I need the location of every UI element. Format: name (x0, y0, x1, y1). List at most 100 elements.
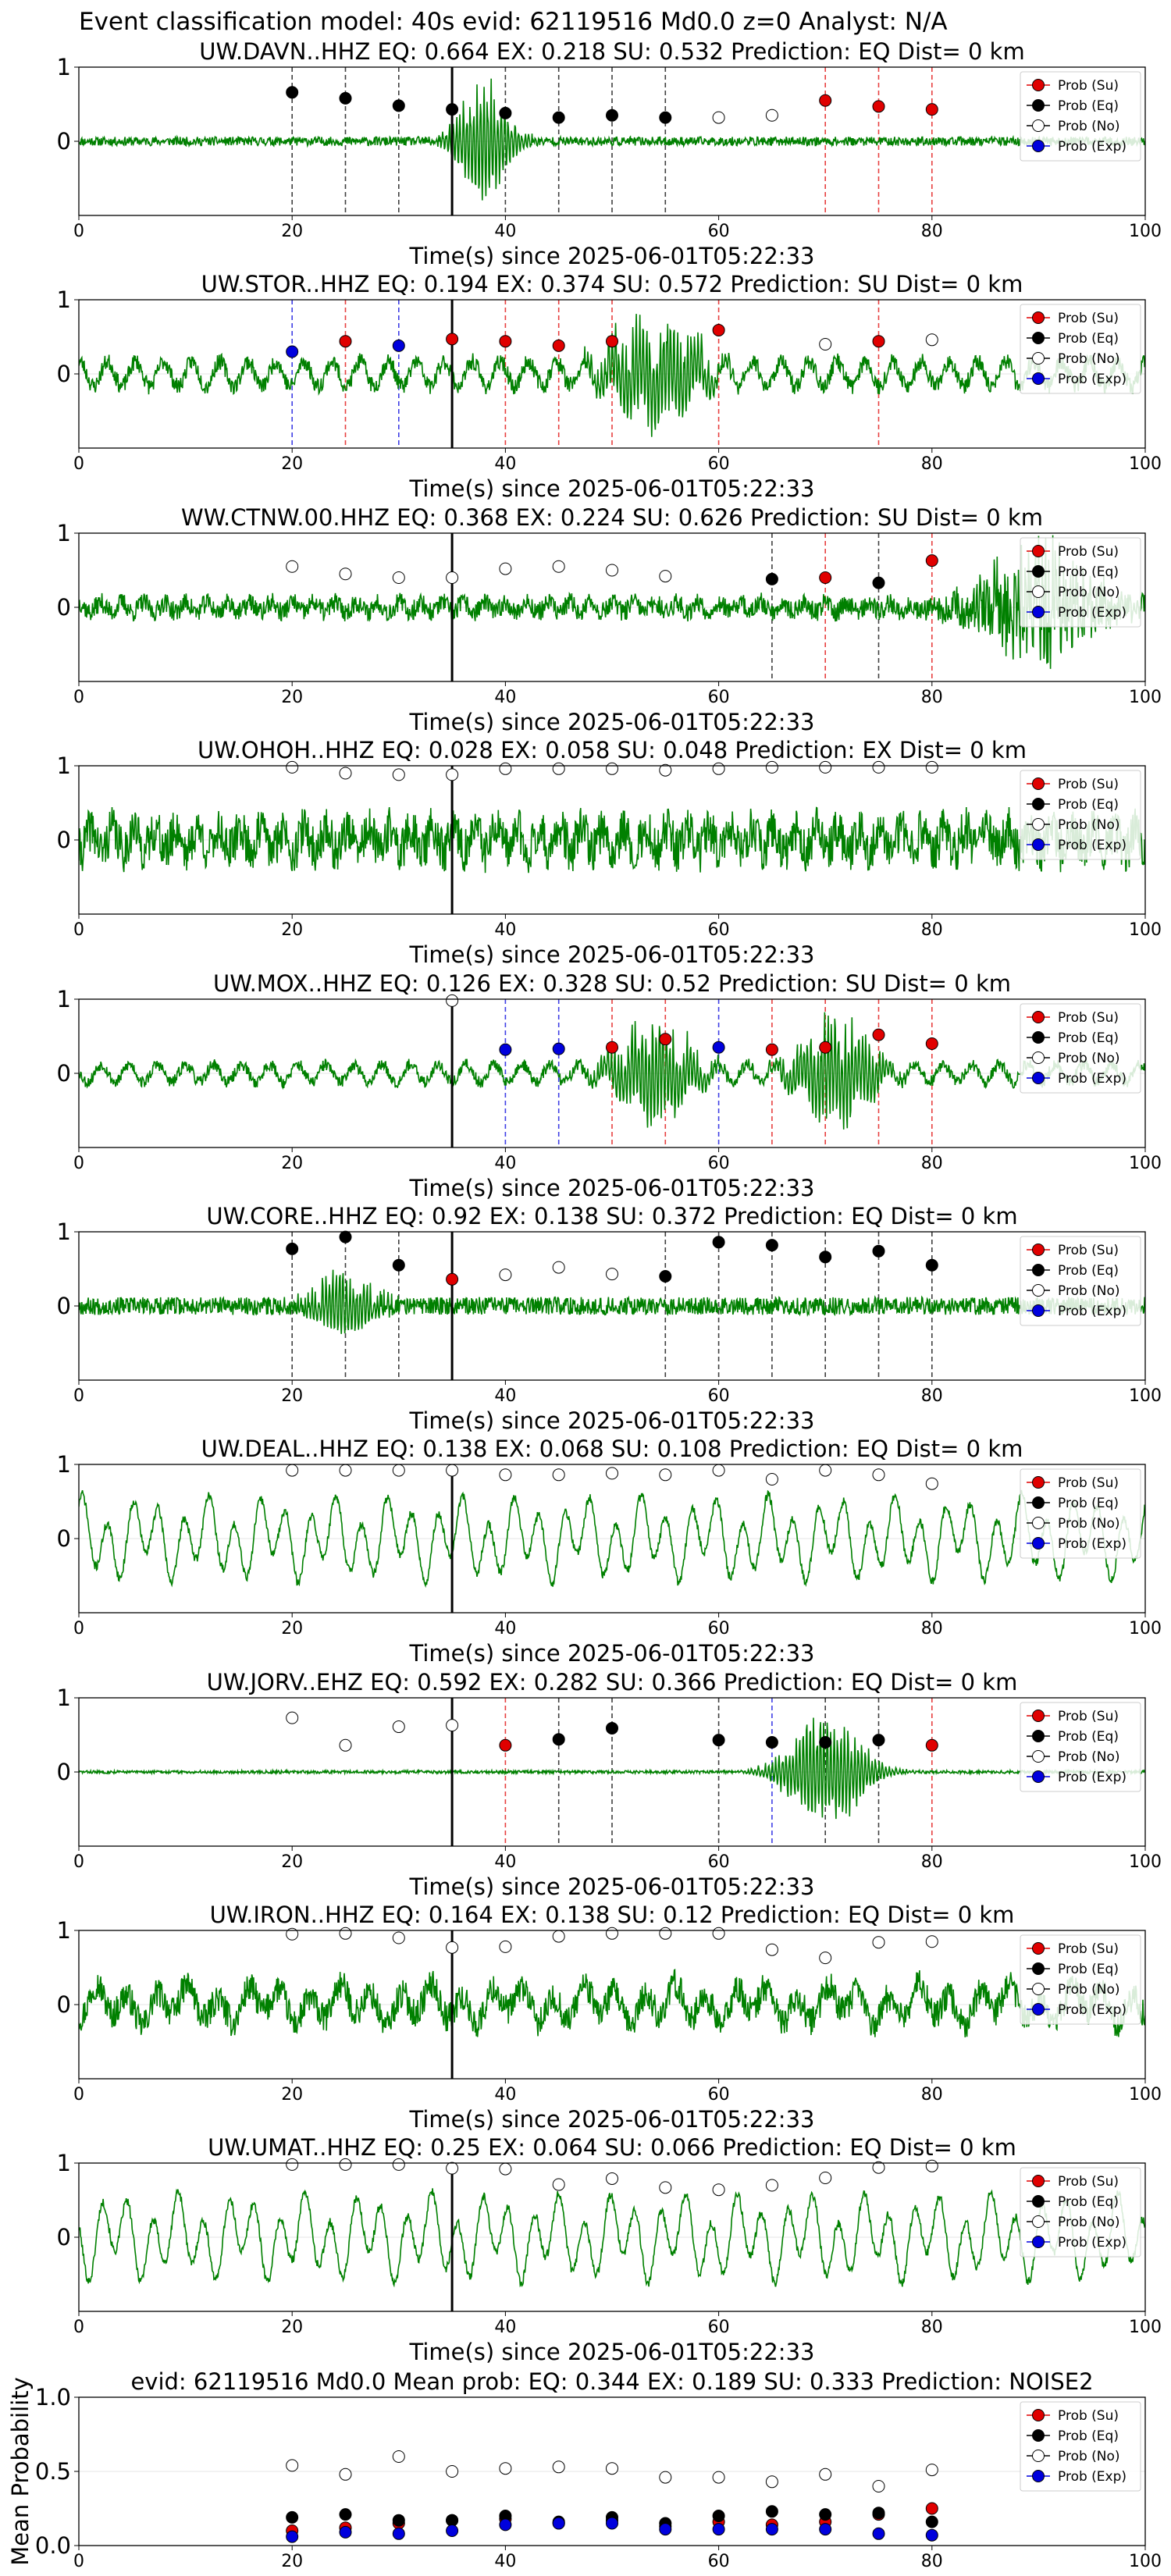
prob-point (286, 345, 299, 358)
prob-point (446, 1272, 459, 1286)
legend-entry: Prob (Eq) (1027, 331, 1119, 347)
chart-panel-3: WW.CTNW.00.HHZ EQ: 0.368 EX: 0.224 SU: 0… (57, 504, 1162, 735)
prob-point (286, 760, 299, 774)
legend-label: Prob (Su) (1058, 1243, 1119, 1258)
y-tick-label: 1 (57, 2150, 71, 2176)
y-tick-label: 0 (57, 128, 71, 155)
legend-label: Prob (Su) (1058, 1010, 1119, 1026)
legend-entry: Prob (Exp) (1027, 1536, 1127, 1552)
legend-marker-swatch (1032, 1537, 1045, 1550)
x-axis-label: Time(s) since 2025-06-01T05:22:33 (409, 1407, 815, 1434)
legend-label: Prob (No) (1058, 119, 1120, 134)
x-tick-label: 80 (921, 1154, 943, 1173)
x-tick-label: 60 (708, 2085, 730, 2105)
chart-title: UW.DEAL..HHZ EQ: 0.138 EX: 0.068 SU: 0.1… (201, 1436, 1023, 1462)
prob-point (712, 1927, 725, 1940)
x-tick-label: 40 (494, 222, 516, 241)
x-tick-label: 0 (73, 454, 84, 474)
legend-entry: Prob (Exp) (1027, 605, 1127, 621)
x-tick-label: 60 (708, 1852, 730, 1872)
legend-label: Prob (Eq) (1058, 797, 1119, 813)
legend-marker-swatch (1032, 1983, 1045, 1995)
prob-point (392, 339, 405, 352)
x-tick-label: 60 (708, 454, 730, 474)
legend-box (1020, 1003, 1141, 1094)
x-tick-label: 100 (1129, 688, 1162, 707)
x-tick-label: 40 (494, 1852, 516, 1872)
x-tick-label: 40 (494, 2085, 516, 2105)
legend-marker-swatch (1032, 2175, 1045, 2187)
prob-point (606, 335, 618, 348)
prob-point (286, 2158, 299, 2171)
legend-box (1020, 1702, 1141, 1792)
y-tick-label: 0 (57, 361, 71, 387)
y-tick-label: 0 (57, 1525, 71, 1552)
y-tick-label: 1 (57, 1917, 71, 1944)
prob-point (712, 1236, 725, 1249)
legend-marker-swatch (1032, 818, 1045, 831)
legend-entry: Prob (Su) (1027, 1709, 1119, 1724)
legend-label: Prob (Su) (1058, 311, 1119, 326)
legend-marker-swatch (1032, 311, 1045, 324)
mean-prob-point (712, 2471, 725, 2484)
waveform-line (79, 806, 1145, 873)
x-tick-label: 80 (921, 1619, 943, 1638)
y-tick-label: 0 (57, 1293, 71, 1319)
prob-point (819, 571, 832, 584)
legend: Prob (Su) Prob (Eq) Prob (No) Prob (Exp) (1020, 537, 1141, 628)
legend-label: Prob (No) (1058, 2215, 1120, 2230)
x-tick-label: 80 (921, 2552, 943, 2571)
legend-entry: Prob (Eq) (1027, 1030, 1119, 1046)
x-tick-label: 80 (921, 2085, 943, 2105)
y-tick-label: 0 (57, 1991, 71, 2018)
chart-title: UW.CORE..HHZ EQ: 0.92 EX: 0.138 SU: 0.37… (206, 1203, 1017, 1229)
prob-point (606, 1041, 618, 1054)
legend-entry: Prob (Su) (1027, 1941, 1119, 1957)
legend-label: Prob (Exp) (1058, 1304, 1127, 1319)
x-tick-label: 80 (921, 2318, 943, 2337)
prob-point (765, 2179, 778, 2192)
prob-point (552, 1733, 565, 1746)
prob-point (659, 111, 672, 124)
prob-point (765, 109, 778, 122)
legend-box (1020, 1236, 1141, 1326)
legend-label: Prob (Su) (1058, 777, 1119, 792)
prob-point (872, 1936, 885, 1949)
prob-point (819, 1041, 832, 1054)
prob-point (659, 1927, 672, 1940)
prob-point (446, 994, 459, 1007)
legend: Prob (Su) Prob (Eq) Prob (No) Prob (Exp) (1020, 1003, 1141, 1094)
waveform-line (79, 1269, 1145, 1334)
x-tick-label: 60 (708, 2552, 730, 2571)
legend-entry: Prob (No) (1027, 351, 1120, 367)
chart-panel-11: evid: 62119516 Md0.0 Mean prob: EQ: 0.34… (7, 2368, 1162, 2571)
legend-label: Prob (Eq) (1058, 2194, 1119, 2210)
mean-prob-point (872, 2527, 885, 2540)
chart-title: UW.UMAT..HHZ EQ: 0.25 EX: 0.064 SU: 0.06… (208, 2134, 1016, 2161)
prob-point (659, 1033, 672, 1046)
legend-entry: Prob (Su) (1027, 78, 1119, 94)
mean-prob-point (286, 2530, 299, 2543)
y-tick-label: 0 (57, 1759, 71, 1785)
prob-point (659, 763, 672, 777)
prob-point (712, 1734, 725, 1747)
prob-point (499, 1268, 512, 1282)
x-tick-label: 100 (1129, 2318, 1162, 2337)
x-tick-label: 60 (708, 920, 730, 940)
x-tick-label: 60 (708, 688, 730, 707)
x-tick-label: 20 (281, 920, 303, 940)
legend-label: Prob (Su) (1058, 1941, 1119, 1957)
legend-marker-swatch (1032, 332, 1045, 344)
prob-point (499, 1468, 512, 1482)
prob-point (339, 1738, 352, 1752)
prob-point (392, 1464, 405, 1477)
x-tick-label: 0 (73, 222, 84, 241)
legend-entry: Prob (No) (1027, 1051, 1120, 1066)
legend-entry: Prob (No) (1027, 1283, 1120, 1299)
prob-point (446, 1464, 459, 1477)
chart-title: UW.IRON..HHZ EQ: 0.164 EX: 0.138 SU: 0.1… (210, 1902, 1015, 1928)
legend-entry: Prob (Exp) (1027, 1304, 1127, 1319)
prob-point (552, 560, 565, 573)
prob-point (819, 1736, 832, 1749)
prob-point (499, 762, 512, 775)
